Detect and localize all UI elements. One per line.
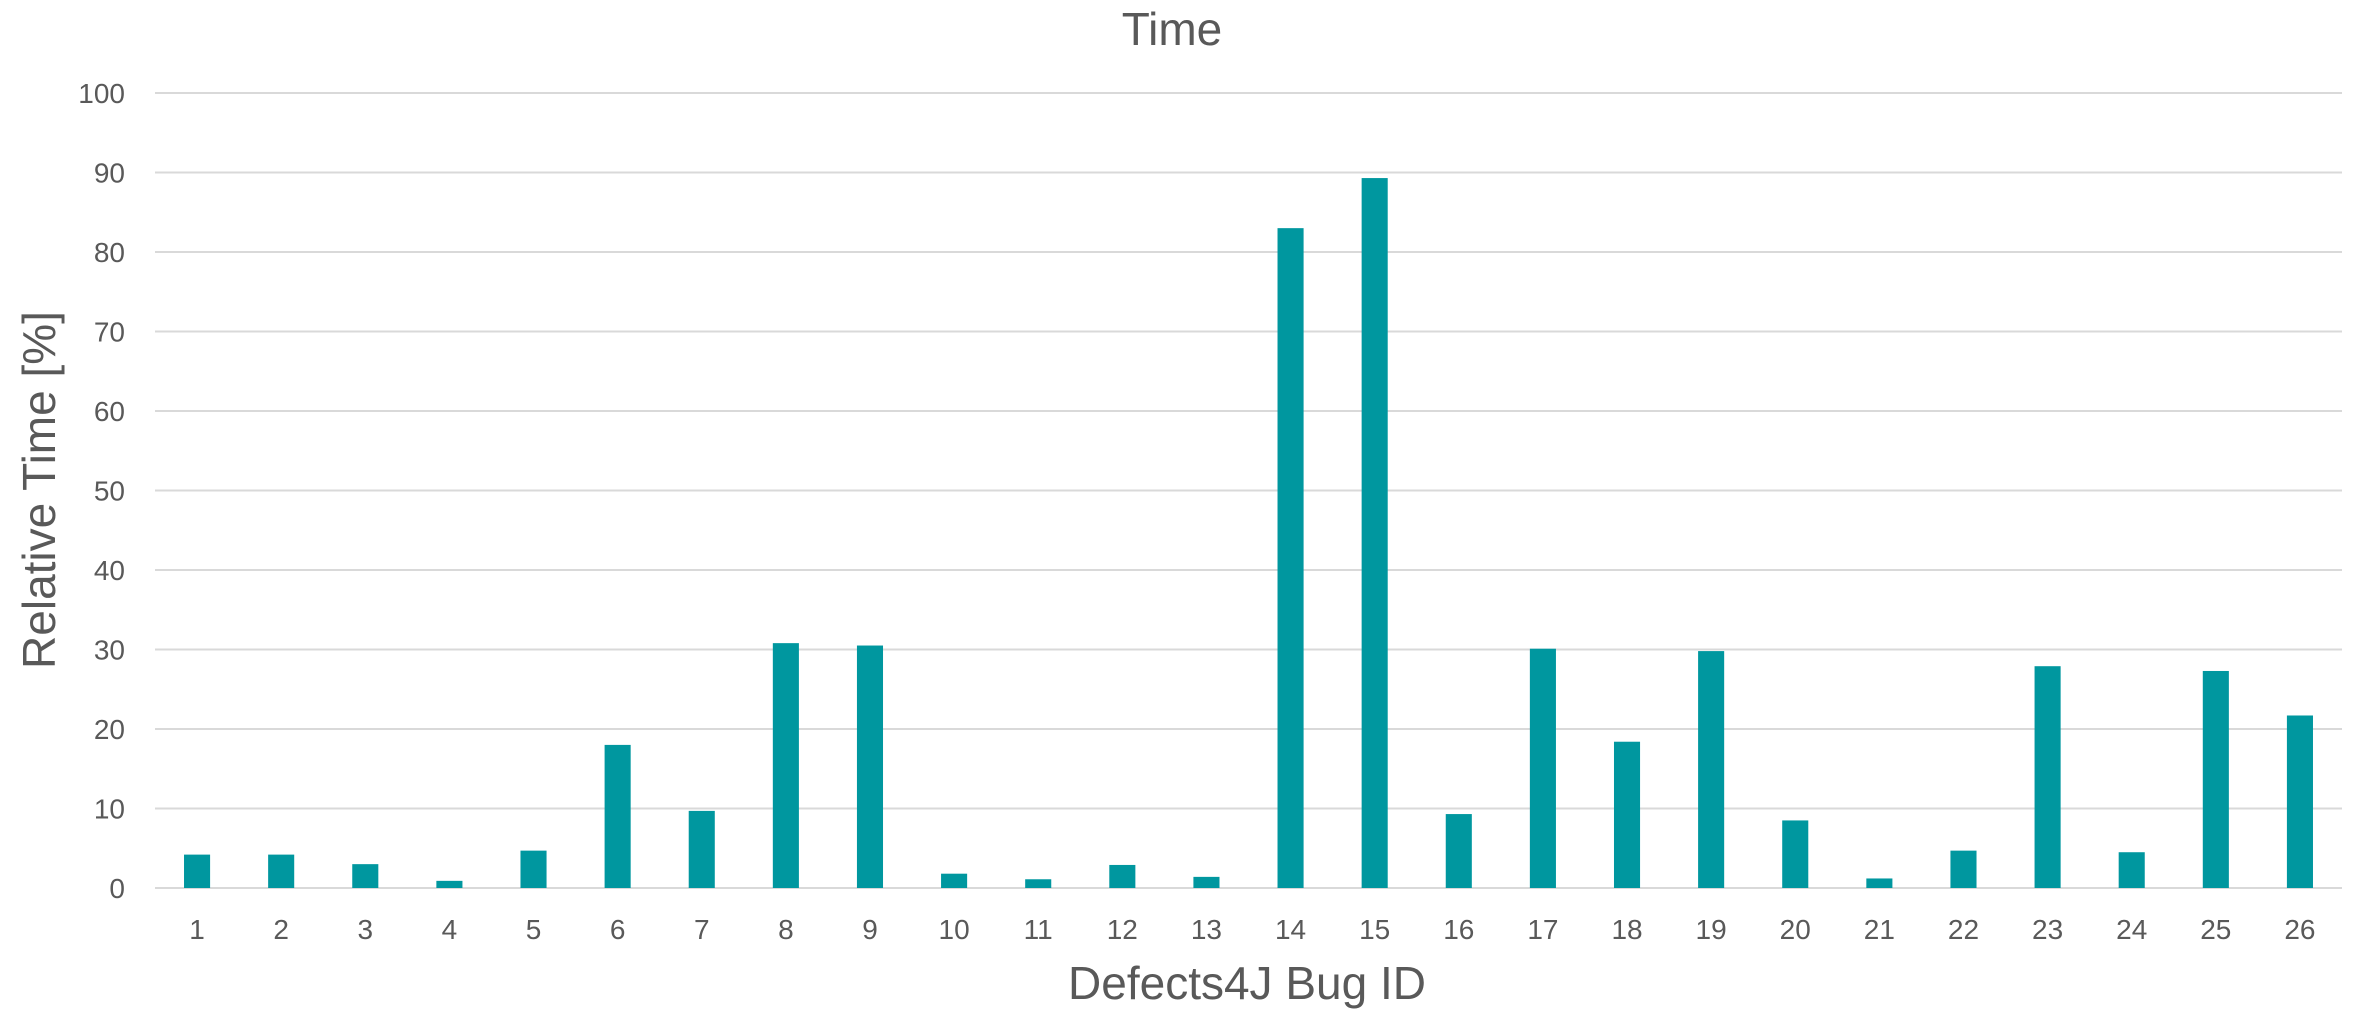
bar-bug-13: [1193, 876, 1220, 888]
bar-bug-10: [941, 873, 968, 888]
bar-bug-17: [1529, 648, 1556, 888]
x-tick-label: 23: [2032, 914, 2063, 945]
bar-bug-24: [2118, 852, 2145, 888]
x-tick-label: 14: [1275, 914, 1306, 945]
y-tick-label: 30: [94, 635, 125, 666]
y-axis-ticks: 0 10 20 30 40 50 60 70 80 90 100: [78, 78, 125, 904]
y-tick-label: 60: [94, 396, 125, 427]
x-tick-label: 3: [357, 914, 373, 945]
bar-bug-7: [688, 810, 715, 888]
bar-bug-22: [1950, 850, 1977, 888]
bar-bug-12: [1109, 864, 1136, 888]
x-tick-label: 17: [1527, 914, 1558, 945]
y-tick-label: 0: [109, 873, 125, 904]
bar-bug-23: [2034, 666, 2061, 888]
x-tick-label: 20: [1780, 914, 1811, 945]
x-tick-label: 8: [778, 914, 794, 945]
bar-bug-3: [352, 864, 379, 888]
x-tick-label: 4: [442, 914, 458, 945]
x-tick-label: 1: [189, 914, 205, 945]
bar-bug-6: [604, 744, 631, 888]
y-axis-title: Relative Time [%]: [13, 311, 65, 669]
bar-bug-9: [856, 645, 884, 888]
bar-bug-1: [184, 854, 211, 888]
x-tick-label: 2: [273, 914, 289, 945]
bars: [184, 178, 2313, 888]
x-tick-label: 15: [1359, 914, 1390, 945]
bar-bug-8: [772, 643, 799, 888]
bar-bug-21: [1866, 878, 1893, 888]
x-tick-label: 7: [694, 914, 710, 945]
bar-bug-20: [1782, 820, 1809, 888]
chart-title: Time: [1122, 3, 1223, 55]
x-tick-label: 25: [2200, 914, 2231, 945]
gridlines: [155, 92, 2342, 889]
x-axis-ticks: 1 2 3 4 5 6 7 8 9 10 11 12 13 14 15 16 17 18 19 20 21 22 23 24 2…: [189, 914, 2315, 945]
x-tick-label: 22: [1948, 914, 1979, 945]
bar-bug-26: [2286, 715, 2313, 888]
y-tick-label: 10: [94, 794, 125, 825]
x-tick-label: 21: [1864, 914, 1895, 945]
bar-bug-25: [2202, 670, 2229, 888]
y-tick-label: 100: [78, 78, 125, 109]
x-tick-label: 5: [526, 914, 542, 945]
y-tick-label: 40: [94, 555, 125, 586]
y-tick-label: 70: [94, 317, 125, 348]
x-tick-label: 12: [1107, 914, 1138, 945]
x-tick-label: 10: [939, 914, 970, 945]
bar-bug-11: [1025, 879, 1052, 888]
bar-bug-5: [520, 850, 547, 888]
x-tick-label: 6: [610, 914, 626, 945]
bar-bug-18: [1613, 741, 1641, 888]
x-tick-label: 18: [1611, 914, 1642, 945]
bar-bug-14: [1277, 228, 1304, 888]
bar-bug-19: [1698, 651, 1725, 888]
y-tick-label: 50: [94, 476, 125, 507]
x-tick-label: 9: [862, 914, 878, 945]
bar-bug-2: [268, 854, 295, 888]
x-tick-label: 26: [2284, 914, 2315, 945]
x-tick-label: 19: [1696, 914, 1727, 945]
x-tick-label: 16: [1443, 914, 1474, 945]
x-tick-label: 24: [2116, 914, 2147, 945]
bar-bug-15: [1361, 178, 1388, 888]
x-axis-title: Defects4J Bug ID: [1068, 957, 1426, 1009]
x-tick-label: 13: [1191, 914, 1222, 945]
y-tick-label: 80: [94, 237, 125, 268]
bar-bug-4: [436, 880, 463, 888]
x-tick-label: 11: [1024, 914, 1053, 945]
y-tick-label: 90: [94, 158, 125, 189]
y-tick-label: 20: [94, 714, 125, 745]
bar-bug-16: [1445, 814, 1472, 888]
